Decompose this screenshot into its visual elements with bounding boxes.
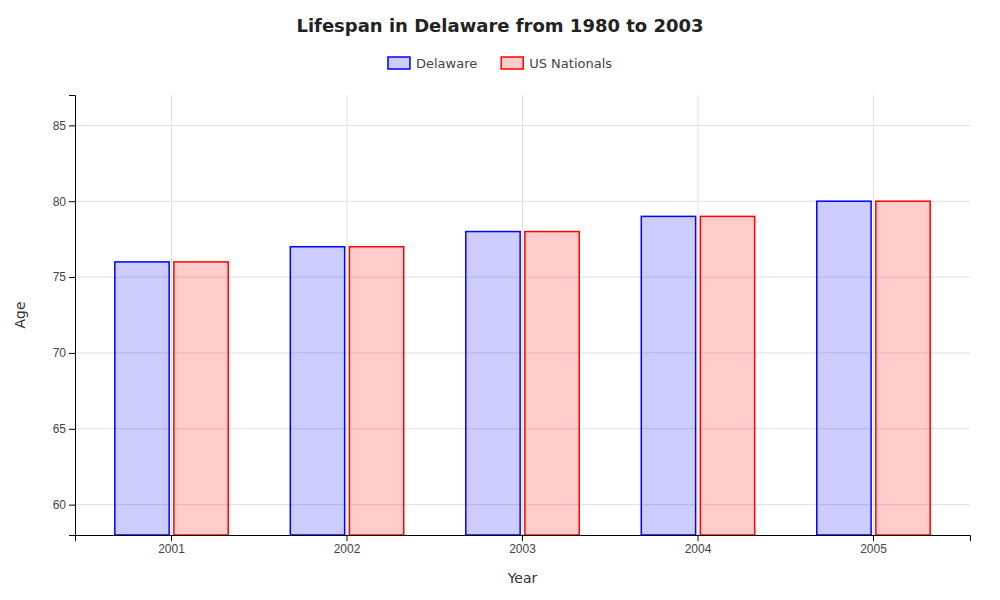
axis-line [76, 536, 971, 542]
tick-mark [69, 277, 75, 278]
tick-label: 85 [53, 119, 67, 133]
bar-series [174, 201, 930, 535]
tick-label: 2001 [158, 542, 185, 556]
tick: 2005 [860, 535, 887, 556]
tick-label: 2002 [334, 542, 361, 556]
tick-mark [697, 535, 698, 541]
legend-item: Delaware [388, 56, 477, 71]
plot-area: 2001 2002 2003 2004 2005 60 65 70 75 80 85 Year Age [12, 95, 971, 586]
grid-line [697, 95, 698, 535]
tick: 75 [53, 270, 75, 284]
bar [290, 247, 344, 535]
tick-label: 60 [53, 498, 67, 512]
tick: 2003 [509, 535, 536, 556]
y-axis: 60 65 70 75 80 85 [53, 96, 76, 536]
tick-mark [522, 535, 523, 541]
grid-line [873, 95, 874, 535]
bar [174, 262, 228, 535]
tick: 60 [53, 498, 75, 512]
tick-label: 2004 [685, 542, 712, 556]
tick: 80 [53, 195, 75, 209]
tick-label: 65 [53, 422, 67, 436]
legend-item: US Nationals [501, 56, 612, 71]
tick-mark [873, 535, 874, 541]
grid-line [522, 95, 523, 535]
bar [349, 247, 403, 535]
bars [115, 201, 930, 535]
tick: 65 [53, 422, 75, 436]
title: Lifespan in Delaware from 1980 to 2003 [296, 15, 703, 36]
bar-series [115, 201, 871, 535]
axis-line [69, 96, 76, 536]
tick: 2002 [334, 535, 361, 556]
legend-label: US Nationals [529, 56, 612, 71]
legend-swatch [501, 57, 523, 69]
tick: 2004 [685, 535, 712, 556]
tick-label: 80 [53, 195, 67, 209]
tick: 70 [53, 346, 75, 360]
tick-mark [69, 429, 75, 430]
tick-mark [171, 535, 172, 541]
y-axis-title: Age [12, 301, 28, 328]
x-axis-title: Year [507, 570, 538, 586]
legend-label: Delaware [416, 56, 477, 71]
grid-line [347, 95, 348, 535]
legend: Delaware US Nationals [388, 56, 612, 71]
tick-mark [69, 505, 75, 506]
tick-mark [69, 201, 75, 202]
bar [700, 216, 754, 535]
legend-swatch [388, 57, 410, 69]
bar [525, 232, 579, 535]
bar [466, 232, 520, 535]
tick-mark [347, 535, 348, 541]
tick-label: 2003 [509, 542, 536, 556]
grid [75, 95, 970, 535]
bar [817, 201, 871, 535]
grid-line [171, 95, 172, 535]
bar [876, 201, 930, 535]
tick: 2001 [158, 535, 185, 556]
tick-label: 2005 [860, 542, 887, 556]
tick-mark [69, 125, 75, 126]
tick-label: 70 [53, 346, 67, 360]
tick-mark [69, 353, 75, 354]
bar [115, 262, 169, 535]
chart: 2001 2002 2003 2004 2005 60 65 70 75 80 85 Year Age L… [0, 0, 1000, 600]
tick: 85 [53, 119, 75, 133]
x-axis: 2001 2002 2003 2004 2005 [76, 535, 971, 556]
tick-label: 75 [53, 270, 67, 284]
bar [641, 216, 695, 535]
